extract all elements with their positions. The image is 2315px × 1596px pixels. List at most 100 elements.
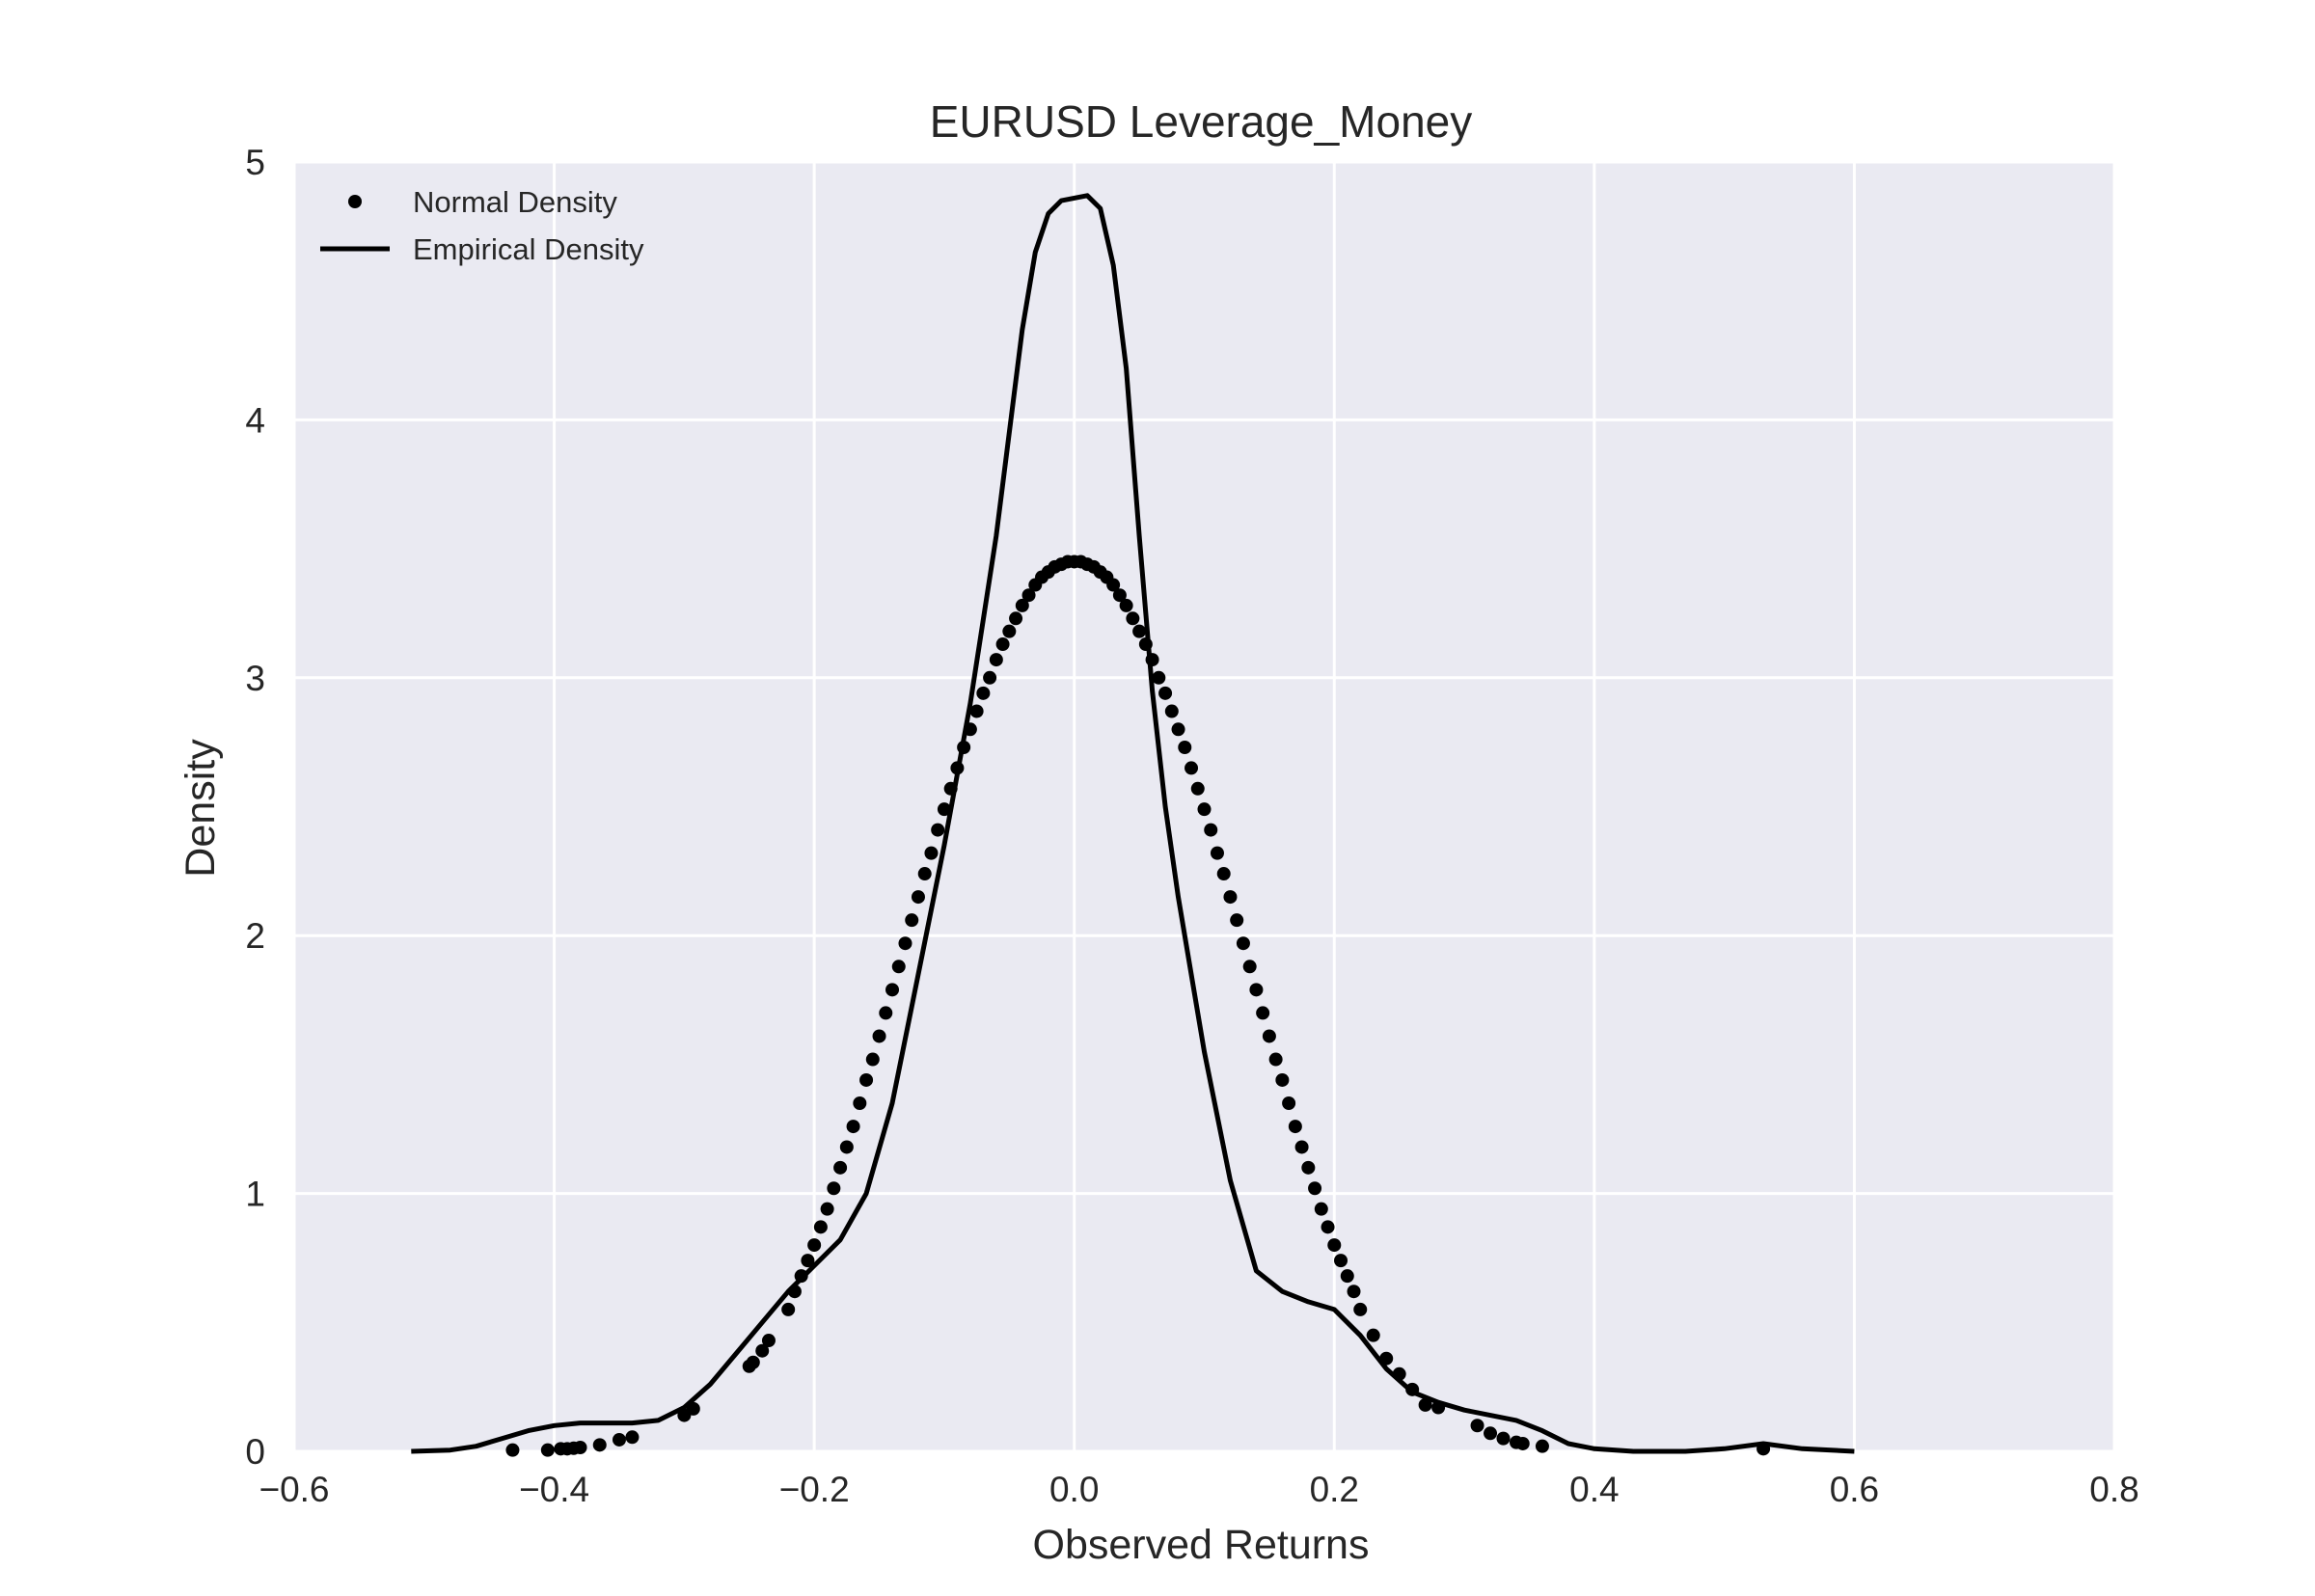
normal-density-point — [905, 913, 919, 928]
x-tick-label: −0.2 — [779, 1470, 850, 1509]
y-tick-label: 2 — [245, 916, 265, 956]
normal-density-point — [1190, 781, 1205, 796]
normal-density-point — [1262, 1029, 1276, 1043]
normal-density-point — [1126, 611, 1140, 626]
normal-density-point — [1171, 722, 1185, 737]
x-tick-label: 0.0 — [1049, 1470, 1099, 1509]
normal-density-point — [1275, 1072, 1290, 1087]
normal-density-point — [1152, 670, 1166, 685]
normal-density-point — [917, 867, 932, 881]
y-tick-label: 0 — [245, 1432, 265, 1472]
normal-density-point — [755, 1343, 770, 1358]
normal-density-point — [1340, 1269, 1354, 1284]
normal-density-point — [1366, 1328, 1380, 1342]
legend-label-empirical: Empirical Density — [413, 232, 644, 266]
normal-density-point — [1223, 890, 1238, 905]
x-axis-label: Observed Returns — [1033, 1522, 1370, 1568]
normal-density-point — [1002, 624, 1017, 638]
normal-density-point — [1496, 1431, 1511, 1446]
normal-density-point — [1301, 1160, 1316, 1175]
normal-density-point — [1178, 740, 1192, 754]
normal-density-point — [573, 1440, 587, 1454]
normal-density-point — [1282, 1096, 1296, 1111]
legend-marker-normal — [348, 195, 362, 208]
normal-density-point — [983, 670, 997, 685]
normal-density-point — [879, 1006, 893, 1020]
normal-density-point — [839, 1140, 854, 1154]
y-tick-label: 4 — [245, 400, 265, 440]
normal-density-point — [1515, 1436, 1530, 1450]
x-tick-label: 0.4 — [1569, 1470, 1619, 1509]
normal-density-point — [807, 1238, 822, 1253]
x-tick-label: −0.6 — [259, 1470, 329, 1509]
normal-density-point — [1185, 761, 1199, 775]
chart-title: EURUSD Leverage_Money — [930, 96, 1473, 147]
empirical-density-line — [411, 193, 1855, 1454]
normal-density-point — [625, 1430, 640, 1445]
normal-density-point — [1288, 1120, 1302, 1134]
normal-density-point — [746, 1355, 760, 1369]
normal-density-point — [865, 1052, 880, 1067]
normal-density-point — [801, 1254, 815, 1268]
normal-density-point — [1334, 1254, 1348, 1268]
y-tick-label: 5 — [245, 143, 265, 182]
normal-density-point — [761, 1334, 776, 1348]
x-tick-label: 0.2 — [1310, 1470, 1359, 1509]
normal-density-point — [846, 1120, 860, 1134]
normal-density-point — [1294, 1140, 1309, 1154]
normal-density-point — [1230, 913, 1244, 928]
normal-density-point — [1216, 867, 1231, 881]
normal-density-point — [1353, 1302, 1368, 1316]
normal-density-point — [1484, 1426, 1498, 1441]
normal-density-point — [1204, 823, 1218, 837]
normal-density-point — [1015, 598, 1029, 612]
normal-density-point — [1197, 802, 1212, 817]
normal-density-point — [1321, 1220, 1335, 1234]
normal-density-point — [1418, 1397, 1432, 1412]
normal-density-point — [1009, 611, 1023, 626]
normal-density-point — [931, 823, 945, 837]
normal-density-point — [813, 1220, 828, 1234]
normal-density-point — [1210, 846, 1224, 860]
y-axis-label: Density — [177, 739, 224, 878]
normal-density-point — [924, 846, 939, 860]
normal-density-point — [1314, 1202, 1328, 1216]
y-tick-label: 1 — [245, 1175, 265, 1214]
normal-density-point — [969, 704, 984, 718]
x-tick-label: 0.6 — [1830, 1470, 1879, 1509]
normal-density-point — [1535, 1439, 1549, 1453]
normal-density-point — [989, 653, 1003, 667]
normal-density-point — [976, 686, 991, 700]
normal-density-point — [995, 637, 1010, 652]
y-tick-label: 3 — [245, 659, 265, 698]
normal-density-point — [505, 1443, 520, 1457]
normal-density-point — [1021, 588, 1036, 603]
normal-density-point — [1347, 1285, 1361, 1299]
normal-density-point — [592, 1438, 607, 1452]
legend-label-normal: Normal Density — [413, 185, 617, 219]
normal-density-point — [885, 983, 900, 997]
normal-density-point — [1164, 704, 1179, 718]
normal-density-point — [1236, 936, 1250, 951]
normal-density-point — [937, 802, 951, 817]
normal-density-point — [911, 890, 925, 905]
normal-density-point — [859, 1072, 874, 1087]
normal-density-point — [1268, 1052, 1283, 1067]
grid-lines — [292, 160, 2116, 1453]
normal-density-point — [827, 1181, 841, 1196]
normal-density-point — [1327, 1238, 1342, 1253]
normal-density-point — [1470, 1419, 1484, 1433]
normal-density-point — [1256, 1006, 1270, 1020]
normal-density-point — [1132, 624, 1147, 638]
normal-density-point — [1249, 983, 1264, 997]
normal-density-point — [898, 936, 912, 951]
tick-labels: −0.6 −0.4 −0.2 0.0 0.2 0.4 0.6 0.8 0 1 2 3 4 5 — [245, 143, 2138, 1509]
normal-density-point — [540, 1443, 555, 1457]
normal-density-point — [612, 1432, 626, 1447]
x-tick-label: 0.8 — [2089, 1470, 2138, 1509]
normal-density-point — [833, 1160, 848, 1175]
normal-density-point — [1242, 960, 1257, 974]
normal-density-point — [1112, 588, 1127, 603]
